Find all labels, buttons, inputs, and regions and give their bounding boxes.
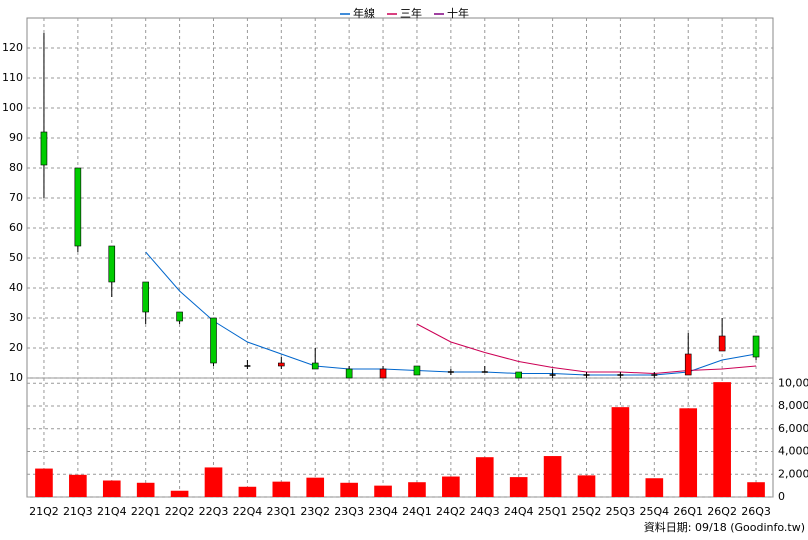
volume-bar: [509, 477, 528, 497]
candle-body: [176, 311, 183, 322]
y-tick-label: 120: [2, 41, 23, 54]
candle-body: [74, 167, 82, 247]
x-tick-label: 26Q3: [741, 505, 771, 518]
y2-tick-label: 6,000: [778, 422, 808, 435]
volume-bar: [238, 486, 257, 497]
y2-tick-label: 4,000: [778, 445, 808, 458]
x-tick-label: 24Q3: [470, 505, 500, 518]
volume-bar: [102, 480, 121, 497]
x-tick-label: 25Q1: [538, 505, 568, 518]
y2-tick-label: 8,000: [778, 399, 808, 412]
x-tick-label: 23Q2: [300, 505, 330, 518]
x-tick-label: 21Q4: [97, 505, 127, 518]
y-tick-label: 60: [9, 221, 23, 234]
y-tick-label: 110: [2, 71, 23, 84]
x-tick-label: 21Q2: [29, 505, 59, 518]
volume-bar: [340, 482, 358, 497]
x-tick-label: 24Q2: [436, 505, 466, 518]
y-tick-label: 70: [9, 191, 23, 204]
volume-bar: [611, 407, 630, 497]
legend-label: 三年: [400, 6, 422, 20]
volume-bar: [747, 482, 765, 497]
volume-bar: [272, 481, 291, 497]
volume-bar: [204, 467, 223, 497]
candle-body: [515, 371, 522, 379]
candle-body: [142, 281, 149, 313]
volume-bar: [645, 478, 664, 497]
candle-body: [278, 362, 285, 367]
x-tick-label: 22Q2: [165, 505, 195, 518]
x-tick-label: 23Q1: [266, 505, 296, 518]
x-tick-label: 26Q1: [673, 505, 703, 518]
x-tick-label: 25Q3: [606, 505, 636, 518]
volume-bar: [170, 490, 189, 497]
volume-bar: [306, 477, 325, 497]
volume-bar: [442, 476, 460, 497]
candle-body: [108, 245, 116, 283]
x-tick-label: 26Q2: [707, 505, 737, 518]
volume-bar: [543, 456, 562, 497]
candle-body: [379, 368, 387, 379]
volume-bar: [679, 408, 698, 497]
volume-bar: [577, 475, 596, 497]
candle-body: [718, 335, 726, 352]
x-tick-label: 21Q3: [63, 505, 93, 518]
y-tick-label: 50: [9, 251, 23, 264]
volume-bar: [136, 482, 155, 497]
x-tick-label: 22Q3: [199, 505, 229, 518]
y-tick-label: 20: [9, 341, 23, 354]
y-tick-label: 40: [9, 281, 23, 294]
legend-label: 十年: [447, 6, 469, 20]
x-tick-label: 24Q4: [504, 505, 534, 518]
x-tick-label: 22Q4: [233, 505, 263, 518]
y-tick-label: 30: [9, 311, 23, 324]
y-tick-label: 80: [9, 161, 23, 174]
candle-body: [345, 368, 353, 379]
volume-bar: [475, 457, 494, 497]
candle-body: [684, 353, 692, 376]
candle-body: [752, 335, 760, 358]
volume-bar: [69, 474, 87, 497]
candle-body: [210, 317, 217, 364]
y2-tick-label: 2,000: [778, 467, 808, 480]
volume-bar: [408, 482, 426, 497]
y2-tick-label: 10,000: [778, 376, 808, 389]
x-tick-label: 25Q4: [639, 505, 669, 518]
volume-bar: [713, 382, 731, 497]
candle-body: [40, 131, 48, 166]
candle-body: [413, 365, 421, 376]
volume-bar: [35, 468, 53, 497]
x-tick-label: 23Q3: [334, 505, 364, 518]
y2-tick-label: 0: [778, 490, 785, 503]
x-tick-label: 23Q4: [368, 505, 398, 518]
y-tick-label: 90: [9, 131, 23, 144]
source: 資料日期: 09/18 (Goodinfo.tw): [644, 520, 805, 534]
legend-label: 年線: [353, 6, 375, 20]
volume-bar: [374, 485, 392, 497]
x-tick-label: 24Q1: [402, 505, 432, 518]
y-tick-label: 100: [2, 101, 23, 114]
x-tick-label: 25Q2: [572, 505, 602, 518]
x-tick-label: 22Q1: [131, 505, 161, 518]
candle-body: [311, 362, 319, 370]
y-tick-label: 10: [9, 371, 23, 384]
